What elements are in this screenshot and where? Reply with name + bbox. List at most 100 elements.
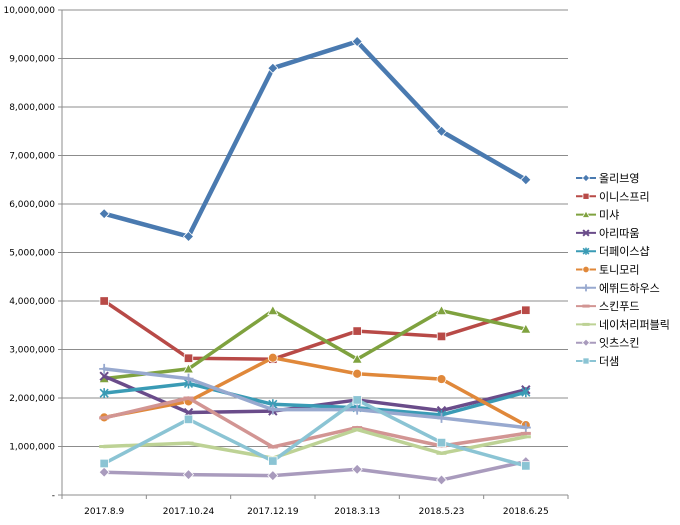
data-point — [99, 371, 109, 381]
legend: 올리브영이니스프리미샤아리따움더페이스샵토니모리에뛰드하우스스킨푸드네이처리퍼블… — [576, 172, 670, 368]
legend-label: 더페이스샵 — [599, 245, 650, 258]
y-tick-label: 3,000,000 — [9, 346, 55, 356]
legend-label: 아리따움 — [599, 227, 639, 240]
series-1 — [98, 35, 532, 243]
data-point — [352, 404, 363, 415]
series-line — [102, 459, 528, 482]
legend-label: 에뛰드하우스 — [599, 281, 660, 295]
data-point — [267, 62, 279, 74]
data-point — [182, 469, 195, 481]
series-11 — [99, 395, 531, 471]
data-point — [435, 474, 448, 486]
data-point — [436, 374, 447, 384]
data-point — [352, 326, 362, 336]
data-point — [351, 463, 363, 475]
data-point — [521, 305, 531, 315]
y-tick-label: - — [52, 491, 55, 501]
legend-item: 잇츠스킨 — [576, 337, 639, 350]
y-tick-label: 2,000,000 — [9, 394, 55, 404]
series-line — [102, 299, 528, 361]
legend-item: 토니모리 — [576, 264, 639, 277]
x-tick-label: 2017.12.19 — [247, 507, 299, 517]
data-point — [436, 331, 447, 342]
axes: - 1,000,000 2,000,000 3,000,000 4,000,000 5,0… — [3, 6, 569, 517]
data-point — [352, 368, 363, 379]
data-point — [520, 174, 532, 186]
data-point — [98, 466, 110, 478]
legend-marker — [582, 304, 590, 308]
data-point — [436, 437, 447, 448]
data-point — [268, 456, 278, 466]
data-point — [436, 451, 447, 455]
y-tick-label: 6,000,000 — [9, 200, 55, 210]
data-point — [267, 404, 278, 415]
data-point — [351, 35, 363, 48]
series-line — [102, 308, 528, 381]
data-point — [99, 458, 109, 469]
data-point — [182, 363, 195, 374]
legend-item: 미샤 — [576, 209, 619, 222]
legend-marker — [582, 229, 590, 237]
series-line — [102, 427, 528, 460]
y-tick-label: 7,000,000 — [9, 152, 55, 162]
y-tick-label: 9,000,000 — [9, 55, 55, 65]
x-tick-label: 2017.8.9 — [84, 507, 124, 517]
legend-item: 이니스프리 — [576, 190, 650, 203]
legend-item: 에뛰드하우스 — [576, 281, 660, 295]
legend-label: 더샘 — [599, 355, 619, 368]
legend-item: 더샘 — [576, 355, 619, 368]
legend-label: 미샤 — [599, 209, 619, 222]
legend-item: 더페이스샵 — [576, 245, 650, 258]
y-tick-label: 1,000,000 — [9, 443, 55, 453]
y-tick-label: 4,000,000 — [9, 297, 55, 307]
legend-label: 이니스프리 — [599, 190, 650, 203]
series-line — [102, 381, 528, 417]
data-point — [352, 428, 363, 432]
data-point — [182, 230, 195, 243]
legend-label: 올리브영 — [599, 172, 639, 185]
legend-marker — [582, 247, 590, 255]
series-group — [98, 35, 532, 486]
legend-item: 아리따움 — [576, 227, 639, 240]
legend-marker — [582, 322, 590, 326]
data-point — [267, 470, 279, 482]
data-point — [99, 296, 109, 306]
data-point — [267, 445, 278, 449]
data-point — [520, 323, 532, 334]
data-point — [99, 363, 110, 374]
series-line — [102, 367, 528, 430]
data-point — [183, 373, 194, 384]
x-tick-label: 2018.5.23 — [419, 507, 465, 517]
series-line — [102, 355, 528, 427]
series-line — [102, 396, 528, 449]
legend-marker — [581, 338, 591, 347]
legend-marker — [581, 173, 591, 183]
y-tick-label: 10,000,000 — [3, 6, 55, 16]
x-tick-label: 2018.3.13 — [334, 507, 380, 517]
legend-label: 잇츠스킨 — [599, 337, 639, 350]
data-point — [352, 426, 363, 430]
data-point — [520, 431, 531, 435]
data-point — [183, 353, 194, 363]
legend-marker — [582, 284, 590, 292]
data-point — [352, 395, 362, 405]
data-point — [183, 414, 194, 424]
data-point — [520, 422, 531, 433]
legend-marker — [581, 210, 591, 218]
series-line — [102, 398, 528, 468]
x-tick-label: 2018.6.25 — [503, 507, 549, 517]
gridlines — [62, 9, 568, 496]
legend-item: 스킨푸드 — [576, 300, 639, 313]
legend-item: 올리브영 — [576, 172, 639, 185]
data-point — [436, 412, 447, 423]
data-point — [435, 304, 448, 316]
series-7 — [99, 363, 531, 433]
legend-item: 네이처리퍼블릭 — [576, 318, 670, 331]
data-point — [183, 396, 194, 400]
legend-marker — [582, 357, 590, 365]
data-point — [520, 435, 531, 439]
data-point — [99, 445, 110, 448]
